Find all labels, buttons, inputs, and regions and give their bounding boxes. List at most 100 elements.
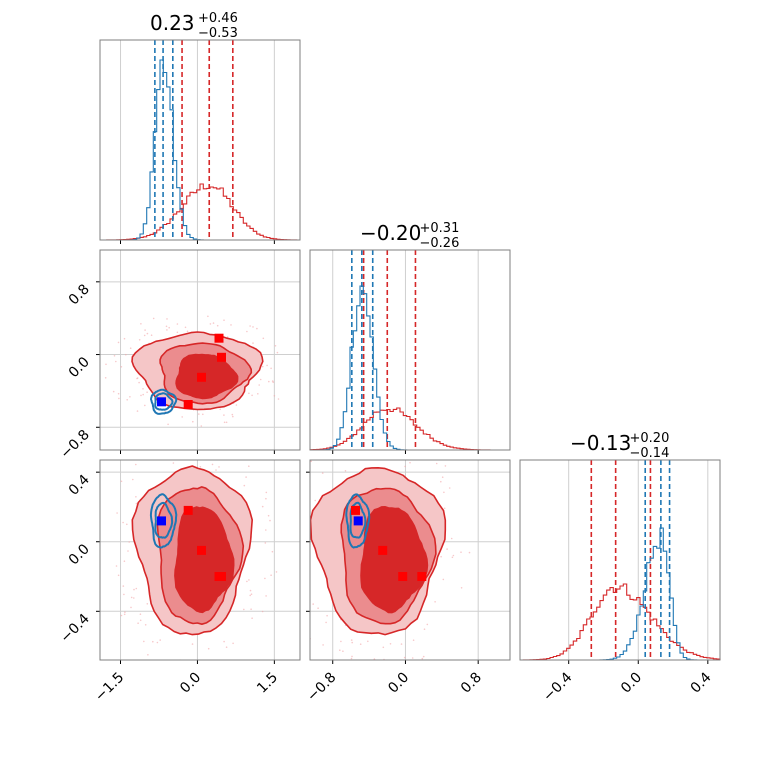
panel-p1_p2-point-43: [256, 327, 258, 330]
panel-p3-border: [519, 459, 721, 661]
panel-p1_p2-point-89: [262, 337, 265, 340]
panel-p1_p2-point-19: [104, 377, 107, 379]
panel-p1_p2-point-63: [258, 384, 261, 386]
panel-p2_p3-point-74: [359, 643, 362, 645]
panel-p2_p3-point-36: [339, 649, 341, 651]
panel-p3-title-minus: −0.14: [630, 446, 670, 461]
panel-p2-title-minus: −0.26: [420, 236, 460, 251]
panel-p1_p2-point-74: [118, 397, 120, 400]
panel-p1_p3-marker-0-2: [197, 545, 206, 555]
panel-p1_p2-point-66: [143, 334, 146, 337]
panel-p1_p3-point-50: [246, 580, 248, 583]
panel-p1_p3-point-61: [159, 639, 161, 641]
panel-p2_p3-point-62: [317, 607, 319, 609]
panel-p1_p3-content: [115, 462, 278, 668]
panel-p2_p3-point-40: [389, 643, 392, 645]
panel-p2_p3: [306, 459, 511, 664]
panel-p1_p3-point-13: [248, 465, 250, 468]
panel-p1_p3-point-69: [261, 610, 264, 613]
panel-p2_p3-point-61: [342, 650, 344, 652]
panel-p1_p2-point-88: [249, 325, 251, 327]
panel-p2_p3-point-80: [307, 531, 309, 533]
panel-p1_p3-point-62: [120, 480, 123, 483]
panel-p2_p3-point-78: [344, 470, 347, 472]
panel-p1_p2-point-54: [167, 423, 169, 426]
panel-p2_p3-point-57: [411, 657, 414, 659]
panel-p1_p2-point-25: [144, 329, 146, 331]
xtick-label-p2-1: 0.0: [385, 670, 412, 697]
ytick-label-p3-0: −0.4: [57, 611, 92, 646]
panel-p1_p2-point-23: [140, 323, 142, 325]
panel-p1_p3-point-32: [188, 666, 190, 668]
panel-p1_p2-marker-1-0: [157, 397, 166, 407]
panel-p1_p3-point-68: [264, 542, 267, 544]
panel-p1_p3-point-10: [249, 589, 252, 592]
panel-p1_p2-point-33: [165, 325, 168, 328]
panel-p1_p2-point-16: [129, 347, 132, 350]
panel-p1_p3-point-81: [122, 585, 125, 587]
panel-p3: [519, 459, 721, 664]
panel-p1_p2-point-83: [166, 329, 168, 331]
panel-p1_p2-point-18: [248, 392, 250, 395]
panel-titles: 0.23 +0.46−0.53 −0.20+0.31−0.26 −0.13+0.20−…: [150, 11, 669, 461]
panel-p1_p3-point-17: [218, 466, 220, 468]
panel-p1_p3-border: [99, 459, 301, 661]
panel-p1_p2-point-47: [198, 413, 200, 415]
panel-p1_p3-point-49: [265, 497, 267, 500]
panel-p1_p3-point-43: [270, 574, 272, 576]
panel-p2_p3-contour-1-1: [349, 501, 367, 539]
panel-p1_p2-point-76: [274, 345, 277, 347]
panel-p1_p3-point-22: [215, 469, 217, 471]
panel-p1_p2-point-78: [166, 318, 168, 320]
panel-p1_p3-point-41: [126, 523, 128, 526]
panel-p1_p2-point-80: [142, 393, 144, 396]
panel-p2_p3-point-9: [404, 465, 406, 468]
panel-p2_p3-point-12: [444, 465, 447, 467]
panel-p1_p3-point-87: [243, 484, 246, 487]
panel-p2_p3-marker-0-2: [378, 545, 388, 555]
panel-p1-background: [100, 40, 300, 240]
panel-p1_p3-point-37: [248, 579, 250, 581]
panel-p1_p3-point-58: [139, 619, 142, 622]
panel-p1_p2-point-73: [152, 317, 155, 320]
panel-p2_p3-point-27: [351, 655, 353, 658]
panel-p1_p2-point-59: [272, 381, 275, 384]
panel-p1_p2-point-57: [140, 394, 142, 397]
panel-p2_p3-point-50: [460, 587, 463, 589]
panel-p2_p3-point-47: [322, 644, 324, 646]
panel-p2_p3-point-59: [451, 556, 454, 559]
panel-p1_p2-border: [99, 249, 301, 451]
panel-p1_p3-point-28: [135, 502, 138, 505]
panel-p2_p3-point-28: [423, 628, 426, 630]
panel-p1_p3-point-31: [120, 614, 123, 617]
panel-p1_p3-point-79: [135, 587, 138, 590]
xtick-label-p3-1: 0.0: [618, 670, 645, 697]
panel-p3-title-plus: +0.20: [630, 431, 670, 446]
panel-p1_p3-point-29: [271, 550, 274, 553]
panel-p1_p2-point-39: [277, 398, 280, 400]
panel-p2_p3-point-72: [310, 460, 313, 463]
panel-p1_p2-point-62: [142, 388, 144, 390]
panel-p1_p2-point-22: [273, 395, 276, 397]
panel-p2-hist-0: [309, 407, 510, 451]
panel-p1_p3-contour-1-1: [154, 501, 174, 539]
panel-p1_p2-point-50: [209, 323, 212, 325]
panel-p2_p3-point-4: [448, 487, 451, 489]
panel-p3-background: [520, 460, 720, 660]
xtick-label-p1-1: 0.0: [177, 670, 204, 697]
panel-p1_p3-point-4: [232, 642, 234, 645]
panel-p1-title: 0.23: [150, 11, 195, 35]
panel-p2-border: [309, 249, 511, 451]
panel-p1_p3-point-15: [139, 613, 142, 615]
panel-p1_p3-point-85: [124, 611, 126, 613]
panel-p1_p3-marker-0-1: [217, 572, 226, 581]
panel-p1_p2-point-70: [146, 391, 148, 394]
panel-p1_p3-point-42: [137, 622, 139, 624]
panel-p1_p3-point-11: [172, 462, 175, 464]
panel-p1_p3-point-12: [269, 519, 271, 522]
panel-p2_p3-point-85: [440, 555, 442, 558]
panel-p1_p2-point-86: [225, 421, 228, 424]
panel-p1_p3-point-88: [250, 608, 252, 610]
ytick-label-p3-2: 0.4: [66, 472, 93, 499]
panel-p1_p3-point-63: [144, 624, 147, 626]
